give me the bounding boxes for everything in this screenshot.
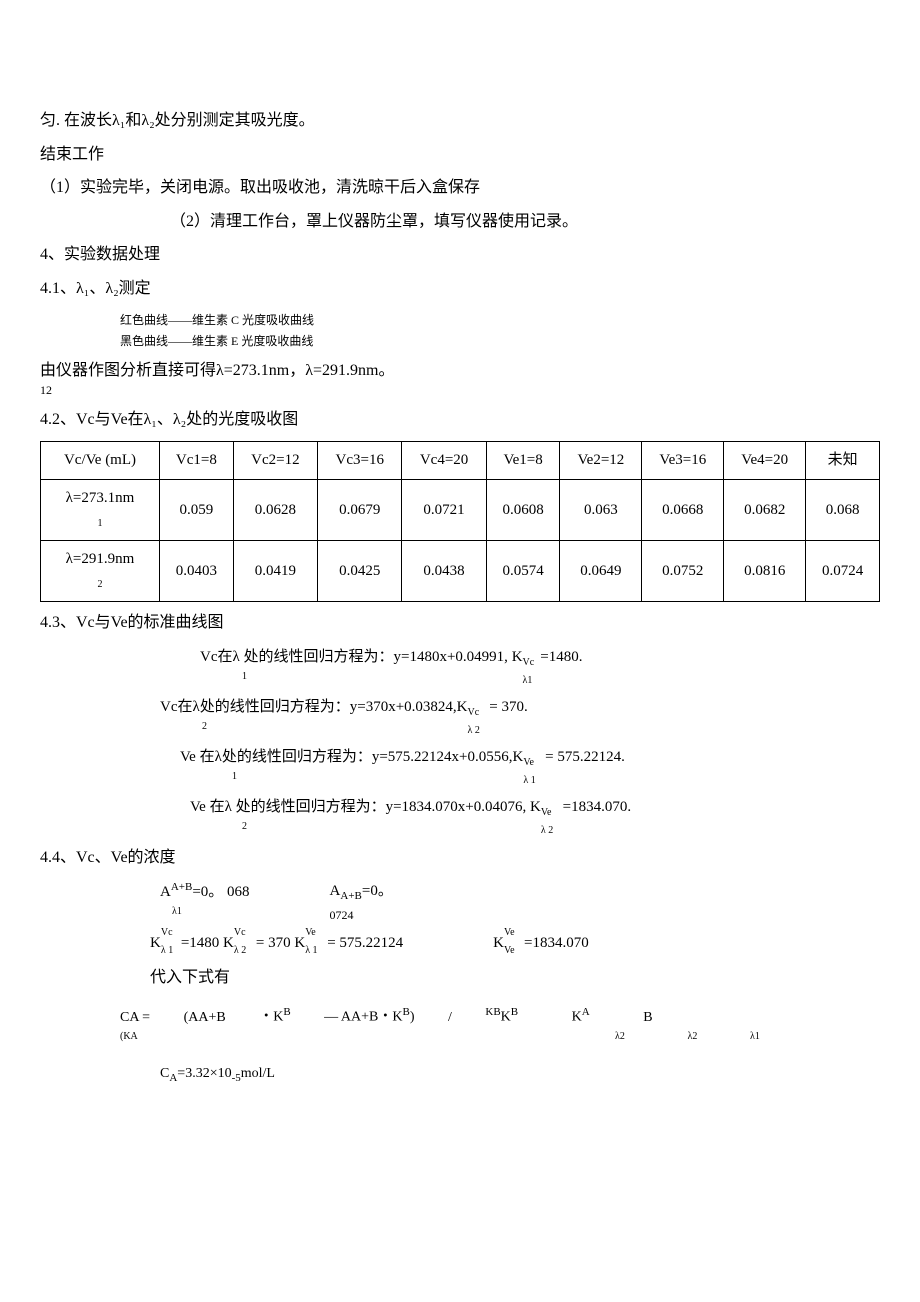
table-row: λ=273.1nm 1 0.059 0.0628 0.0679 0.0721 0…	[41, 479, 880, 540]
cell: 0.063	[560, 479, 642, 540]
label-sub: 1	[97, 518, 102, 529]
eq-value: = 370.	[489, 699, 527, 715]
col-header: Ve1=8	[486, 441, 560, 479]
regression-eq-1: Vc在λ 处的线性回归方程为：y=1480x+0.04991, KVcλ1 =1…	[200, 645, 880, 685]
label-sub: 2	[97, 579, 102, 590]
absorbance-table: Vc/Ve (mL) Vc1=8 Vc2=12 Vc3=16 Vc4=20 Ve…	[40, 441, 880, 602]
lambda-result: 由仪器作图分析直接可得λ=273.1nm，λ=291.9nm。 12	[40, 361, 880, 399]
cell: 0.0816	[724, 540, 806, 601]
cell: 0.0679	[318, 479, 402, 540]
k-sub: λ 1	[523, 773, 535, 789]
k-sub: λ1	[523, 673, 533, 689]
text-end-2: （2）清理工作台，罩上仪器防尘罩，填写仪器使用记录。	[170, 209, 880, 235]
cell: 0.059	[159, 479, 233, 540]
heading-4-2: 4.2、Vc与Ve在λ₁、λ₂处的光度吸收图	[40, 407, 880, 433]
col-header: Vc4=20	[402, 441, 486, 479]
aab-1: AA+B=0。 068 λ1	[160, 879, 250, 925]
table-header-row: Vc/Ve (mL) Vc1=8 Vc2=12 Vc3=16 Vc4=20 Ve…	[41, 441, 880, 479]
k-sup: Ve	[523, 755, 534, 771]
k-sup: Ve	[541, 805, 552, 821]
eq-text: Ve 在λ 处的线性回归方程为：y=1834.070x+0.04076,	[190, 799, 530, 815]
heading-end-work: 结束工作	[40, 142, 880, 168]
lambda-text: 由仪器作图分析直接可得λ=273.1nm，λ=291.9nm。	[40, 362, 394, 379]
cell: 0.0403	[159, 540, 233, 601]
eq-value: = 575.22124.	[545, 749, 625, 765]
cell: 0.0608	[486, 479, 560, 540]
formula-ca-sub: (KA λ2 λ2 λ1	[120, 1029, 880, 1045]
col-header: Vc1=8	[159, 441, 233, 479]
cell: 0.0752	[642, 540, 724, 601]
ca-result: CA=3.32×10-5mol/L	[160, 1063, 880, 1087]
col-header: Ve2=12	[560, 441, 642, 479]
regression-eq-4: Ve 在λ 处的线性回归方程为：y=1834.070x+0.04076, KVe…	[190, 795, 880, 835]
note-red-curve: 红色曲线——维生素 C 光度吸收曲线	[120, 310, 880, 332]
k-sup: Vc	[523, 655, 535, 671]
label-main: λ=291.9nm	[66, 551, 135, 567]
col-header: Vc2=12	[233, 441, 317, 479]
a-values-row: AA+B=0。 068 λ1 AA+B=0。 0724	[160, 879, 880, 925]
substitute-text: 代入下式有	[150, 965, 880, 991]
cell: 0.0419	[233, 540, 317, 601]
label-main: λ=273.1nm	[66, 490, 135, 506]
col-header: Ve4=20	[724, 441, 806, 479]
table-row: λ=291.9nm 2 0.0403 0.0419 0.0425 0.0438 …	[41, 540, 880, 601]
cell: 0.0628	[233, 479, 317, 540]
cell: 0.0668	[642, 479, 724, 540]
eq-under: 1	[242, 669, 880, 685]
cell: 0.068	[806, 479, 880, 540]
k-sup: Vc	[468, 705, 480, 721]
text-line: 匀. 在波长λ₁和λ₂处分别测定其吸光度。	[40, 108, 880, 134]
eq-under: 2	[202, 719, 880, 735]
eq-under: 1	[232, 769, 880, 785]
k-symbol: K	[512, 649, 523, 665]
cell: 0.0574	[486, 540, 560, 601]
note-black-curve: 黑色曲线——维生素 E 光度吸收曲线	[120, 331, 880, 353]
heading-4-3: 4.3、Vc与Ve的标准曲线图	[40, 610, 880, 636]
k-values-row: KVcλ 1=1480 K Vcλ 2= 370 K Veλ 1= 575.22…	[150, 931, 880, 955]
col-header: 未知	[806, 441, 880, 479]
aab-1-sub: λ1	[172, 904, 250, 920]
col-header: Vc/Ve (mL)	[41, 441, 160, 479]
row-label: λ=273.1nm 1	[41, 479, 160, 540]
k-sub: λ 2	[468, 723, 480, 739]
k-symbol: K	[530, 799, 541, 815]
cell: 0.0724	[806, 540, 880, 601]
heading-4: 4、实验数据处理	[40, 242, 880, 268]
cell: 0.0682	[724, 479, 806, 540]
eq-text: Vc在λ处的线性回归方程为：y=370x+0.03824,K	[160, 699, 468, 715]
lambda-sub: 12	[40, 383, 52, 397]
cell: 0.0438	[402, 540, 486, 601]
cell: 0.0721	[402, 479, 486, 540]
text-end-1: （1）实验完毕，关闭电源。取出吸收池，清洗晾干后入盒保存	[40, 175, 880, 201]
aab-2-b: 0724	[330, 906, 393, 925]
eq-value: =1834.070.	[563, 799, 631, 815]
k-sub: λ 2	[541, 823, 553, 839]
regression-eq-2: Vc在λ处的线性回归方程为：y=370x+0.03824,KVcλ 2 = 37…	[160, 695, 880, 735]
aab-2: AA+B=0。 0724	[330, 879, 393, 925]
regression-eq-3: Ve 在λ处的线性回归方程为：y=575.22124x+0.0556,KVeλ …	[180, 745, 880, 785]
cell: 0.0649	[560, 540, 642, 601]
col-header: Ve3=16	[642, 441, 724, 479]
eq-under: 2	[242, 819, 880, 835]
heading-4-1: 4.1、λ₁、λ₂测定	[40, 276, 880, 302]
eq-text: Ve 在λ处的线性回归方程为：y=575.22124x+0.0556,K	[180, 749, 523, 765]
col-header: Vc3=16	[318, 441, 402, 479]
eq-value: =1480.	[540, 649, 582, 665]
formula-ca: CA = (AA+B ・KB — AA+B・KB) / KBKB KA B	[120, 1004, 880, 1029]
cell: 0.0425	[318, 540, 402, 601]
row-label: λ=291.9nm 2	[41, 540, 160, 601]
eq-text: Vc在λ 处的线性回归方程为：y=1480x+0.04991,	[200, 645, 508, 669]
heading-4-4: 4.4、Vc、Ve的浓度	[40, 845, 880, 871]
